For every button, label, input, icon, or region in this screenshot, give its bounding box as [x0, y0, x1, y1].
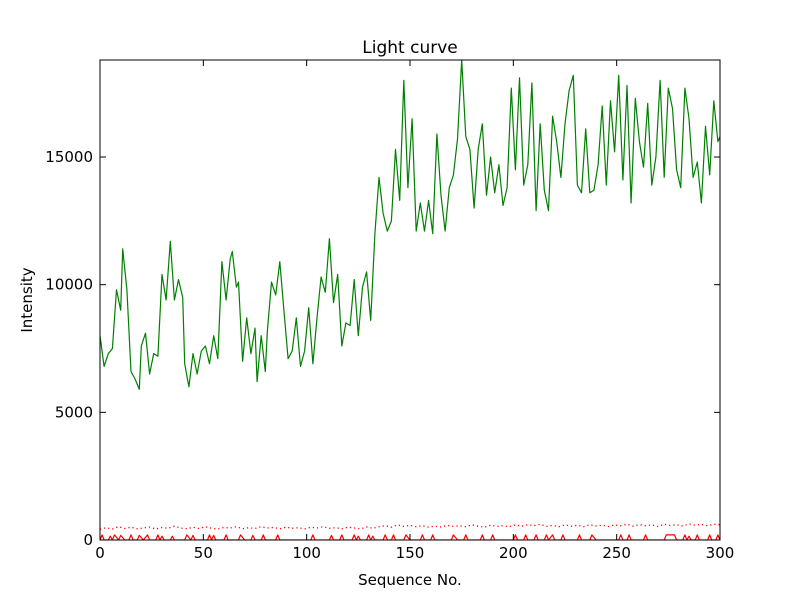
x-tick-label: 150 [396, 544, 425, 562]
y-axis-label: Intensity [18, 267, 36, 332]
series-layer [100, 60, 720, 540]
series-line-1 [100, 60, 720, 390]
series-group [100, 60, 720, 540]
x-axis-label: Sequence No. [358, 571, 462, 589]
x-tick-label: 200 [499, 544, 528, 562]
axes-layer: 0 50 100 150 200 250 300 0 5000 10000 15000 [45, 59, 735, 562]
y-tick-label: 15000 [45, 148, 93, 166]
x-tick-label: 250 [602, 544, 631, 562]
y-tick-label: 10000 [45, 276, 93, 294]
series-line-2 [100, 523, 720, 530]
y-tick-label: 0 [83, 531, 93, 549]
x-tick-label: 300 [706, 544, 735, 562]
x-tick-label: 50 [194, 544, 213, 562]
x-tick-label: 100 [292, 544, 321, 562]
y-tick-label: 5000 [55, 403, 93, 421]
series-line-3 [100, 534, 720, 540]
x-tick-label: 0 [95, 544, 105, 562]
chart-title: Light curve [362, 38, 457, 58]
